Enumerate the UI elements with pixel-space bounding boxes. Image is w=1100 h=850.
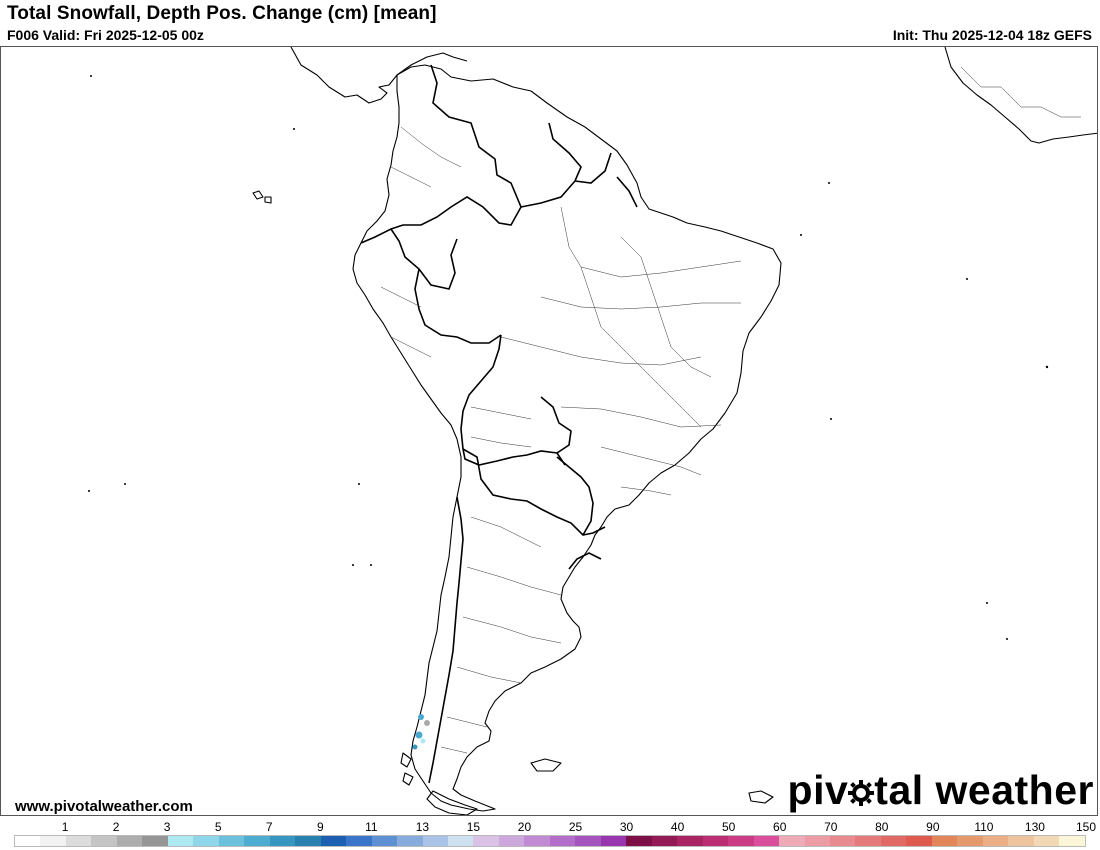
valid-time: F006 Valid: Fri 2025-12-05 00z	[7, 27, 204, 43]
logo-text-right: tal weather	[874, 767, 1094, 813]
colorbar-swatch	[855, 836, 881, 846]
logo-text-left: piv	[787, 767, 849, 813]
colorbar-tick-label: 150	[1075, 820, 1097, 834]
colorbar-swatch	[193, 836, 219, 846]
state-borders	[380, 66, 1081, 754]
colorbar-tick-label: 90	[926, 820, 940, 834]
colorbar-swatch	[728, 836, 754, 846]
colorbar-tick-label: 11	[365, 820, 378, 834]
colorbar-swatches	[14, 835, 1086, 847]
colorbar-swatch	[1059, 836, 1085, 846]
colorbar-swatch	[600, 836, 627, 846]
coastlines	[252, 47, 1097, 815]
init-time: Init: Thu 2025-12-04 18z GEFS	[892, 27, 1092, 43]
header: Total Snowfall, Depth Pos. Change (cm) […	[0, 0, 1100, 46]
colorbar-tick-label: 15	[466, 820, 481, 834]
snowfall-shading	[412, 714, 430, 750]
colorbar-tick-label: 30	[619, 820, 634, 834]
site-credit[interactable]: www.pivotalweather.com	[15, 798, 193, 815]
colorbar-tick-label: 80	[875, 820, 889, 834]
colorbar-swatch	[269, 836, 296, 846]
colorbar-ticks: 1 2 3 5 7 9 11 13 15 20 25 30 40 50 60 70 80 90 110 130 150	[14, 820, 1096, 834]
colorbar-swatch	[549, 836, 576, 846]
colorbar-tick-label: 20	[517, 820, 532, 834]
colorbar-swatch	[447, 836, 474, 846]
colorbar-tick-label: 5	[214, 820, 222, 834]
colorbar-swatch	[218, 836, 245, 846]
colorbar-tick-label: 60	[773, 820, 787, 834]
colorbar-swatch	[830, 836, 856, 846]
colorbar-swatch	[142, 836, 168, 846]
colorbar-swatch	[880, 836, 907, 846]
country-borders	[360, 64, 638, 784]
colorbar-swatch	[982, 836, 1009, 846]
page-title: Total Snowfall, Depth Pos. Change (cm) […	[7, 3, 437, 24]
colorbar-swatch	[320, 836, 347, 846]
colorbar-swatch	[753, 836, 780, 846]
colorbar-swatch	[473, 836, 499, 846]
colorbar-tick-label: 25	[568, 820, 583, 834]
pivotal-weather-logo: piv tal weather	[788, 767, 1094, 814]
colorbar-swatch	[167, 836, 194, 846]
colorbar-swatch	[931, 836, 958, 846]
colorbar-swatch	[779, 836, 805, 846]
colorbar-swatch	[702, 836, 729, 846]
colorbar-swatch	[371, 836, 398, 846]
colorbar-swatch	[244, 836, 270, 846]
colorbar-tick-label: 110	[974, 820, 994, 834]
colorbar-swatch	[626, 836, 652, 846]
colorbar-swatch	[295, 836, 321, 846]
colorbar-tick-label: 50	[721, 820, 736, 834]
colorbar-swatch	[575, 836, 601, 846]
colorbar-swatch	[906, 836, 932, 846]
small-islands	[88, 75, 1049, 640]
colorbar-swatch	[15, 836, 41, 846]
map-panel[interactable]	[0, 46, 1098, 816]
colorbar: 1 2 3 5 7 9 11 13 15 20 25 30 40 50 60 70 80 90 110 130 150	[14, 820, 1096, 848]
colorbar-swatch	[804, 836, 830, 846]
colorbar-tick-label: 70	[824, 820, 838, 834]
colorbar-swatch	[524, 836, 550, 846]
colorbar-tick-label: 1	[61, 820, 69, 834]
colorbar-swatch	[422, 836, 448, 846]
colorbar-swatch	[91, 836, 117, 846]
colorbar-swatch	[498, 836, 525, 846]
colorbar-swatch	[1008, 836, 1034, 846]
colorbar-swatch	[116, 836, 143, 846]
colorbar-tick-label: 13	[415, 820, 430, 834]
colorbar-tick-label: 7	[265, 820, 273, 834]
colorbar-swatch	[65, 836, 92, 846]
colorbar-swatch	[957, 836, 983, 846]
colorbar-tick-label: 40	[670, 820, 685, 834]
gear-icon	[848, 780, 875, 806]
colorbar-tick-label: 3	[163, 820, 171, 834]
map-canvas[interactable]	[1, 47, 1098, 816]
colorbar-tick-label: 2	[112, 820, 120, 834]
colorbar-swatch	[651, 836, 678, 846]
colorbar-tick-label: 9	[316, 820, 324, 834]
colorbar-swatch	[1033, 836, 1060, 846]
colorbar-swatch	[346, 836, 372, 846]
colorbar-swatch	[40, 836, 66, 846]
colorbar-tick-label: 130	[1024, 820, 1045, 834]
colorbar-swatch	[397, 836, 423, 846]
colorbar-swatch	[677, 836, 703, 846]
